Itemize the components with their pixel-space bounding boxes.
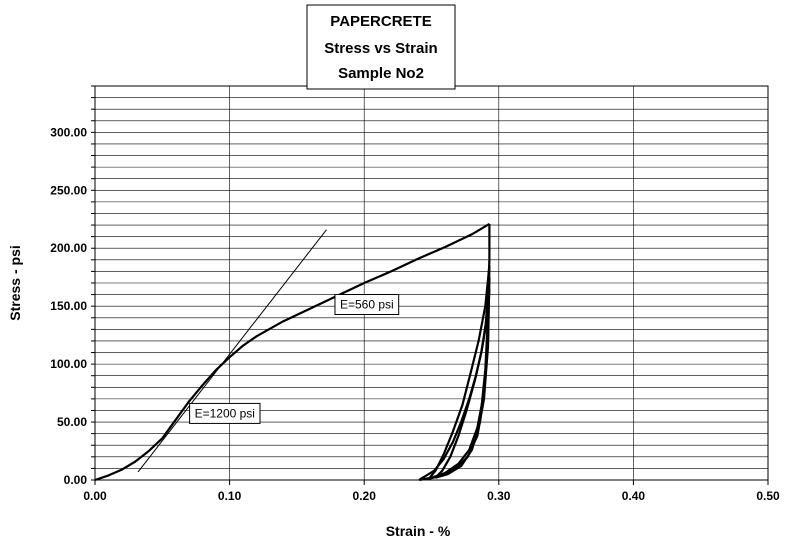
y-tick-label: 200.00: [50, 241, 87, 255]
y-tick-label: 150.00: [50, 299, 87, 313]
annotation-1: E=560 psi: [334, 293, 400, 315]
series-line-4: [427, 265, 491, 480]
chart-title-line-3: Sample No2: [338, 65, 424, 82]
x-tick-label: 0.00: [83, 489, 107, 503]
annotation-label: E=560 psi: [340, 297, 394, 311]
chart-title-line-2: Stress vs Strain: [324, 40, 437, 57]
chart-title-line-1: PAPERCRETE: [330, 13, 431, 30]
annotation-box: [334, 293, 400, 315]
y-tick-label: 0.00: [64, 473, 88, 487]
series-line-7: [435, 288, 491, 479]
annotation-2: E=1200 psi: [189, 402, 261, 424]
x-axis-title: Strain - %: [386, 523, 451, 539]
x-tick-label: 0.10: [218, 489, 242, 503]
y-axis-title: Stress - psi: [7, 245, 23, 320]
annotation-box: [189, 402, 261, 424]
tangent-line: [137, 229, 327, 473]
x-tick-labels: 0.00 0.10 0.20 0.30 0.40 0.50: [83, 480, 780, 503]
series-line-6: [434, 277, 491, 479]
series-line-1: [94, 222, 490, 482]
y-tick-labels: 0.00 50.00 100.00 150.00 200.00 250.00 300.00: [50, 85, 95, 487]
y-tick-label: 50.00: [57, 415, 87, 429]
x-tick-label: 0.20: [353, 489, 377, 503]
y-tick-label: 250.00: [50, 183, 87, 197]
annotation-label: E=1200 psi: [195, 406, 255, 420]
series-layer: [94, 222, 491, 482]
x-tick-label: 0.50: [756, 489, 780, 503]
y-tick-label: 100.00: [50, 357, 87, 371]
title-box: [306, 4, 456, 90]
x-tick-label: 0.30: [487, 489, 511, 503]
annotations: E=560 psi E=1200 psi: [189, 293, 400, 424]
x-tick-label: 0.40: [622, 489, 646, 503]
y-tick-label: 300.00: [50, 125, 87, 139]
